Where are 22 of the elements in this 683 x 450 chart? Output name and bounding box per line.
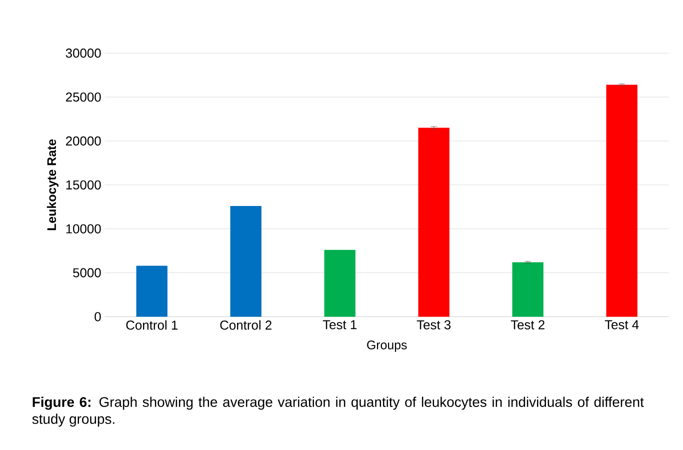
x-tick-label: Control 2 [220, 320, 272, 330]
x-axis-title: Groups [367, 340, 407, 352]
y-tick-label: 0 [94, 312, 101, 322]
bar [512, 262, 544, 317]
y-tick-label: 5000 [73, 268, 101, 278]
x-tick-label: Control 1 [126, 320, 178, 330]
y-tick-label: 10000 [66, 224, 101, 234]
x-tick-label: Test 4 [604, 320, 639, 330]
bar [418, 128, 450, 317]
x-tick-label: Test 1 [322, 320, 356, 330]
y-tick-label: 30000 [66, 48, 101, 58]
bar [136, 266, 168, 317]
bar [606, 84, 638, 317]
y-tick-label: 20000 [66, 136, 101, 146]
x-tick-label: Test 2 [510, 320, 544, 330]
y-tick-label: 25000 [66, 92, 101, 102]
bar [230, 206, 262, 317]
bar [324, 250, 356, 317]
text: Figure 6: Graph showing the average variation in quantity of leukocytes in individuals of different study groups. [32, 396, 644, 427]
y-tick-label: 15000 [66, 180, 101, 190]
x-tick-label: Test 3 [416, 320, 451, 330]
y-axis-title: Leukocyte Rate [46, 139, 58, 230]
